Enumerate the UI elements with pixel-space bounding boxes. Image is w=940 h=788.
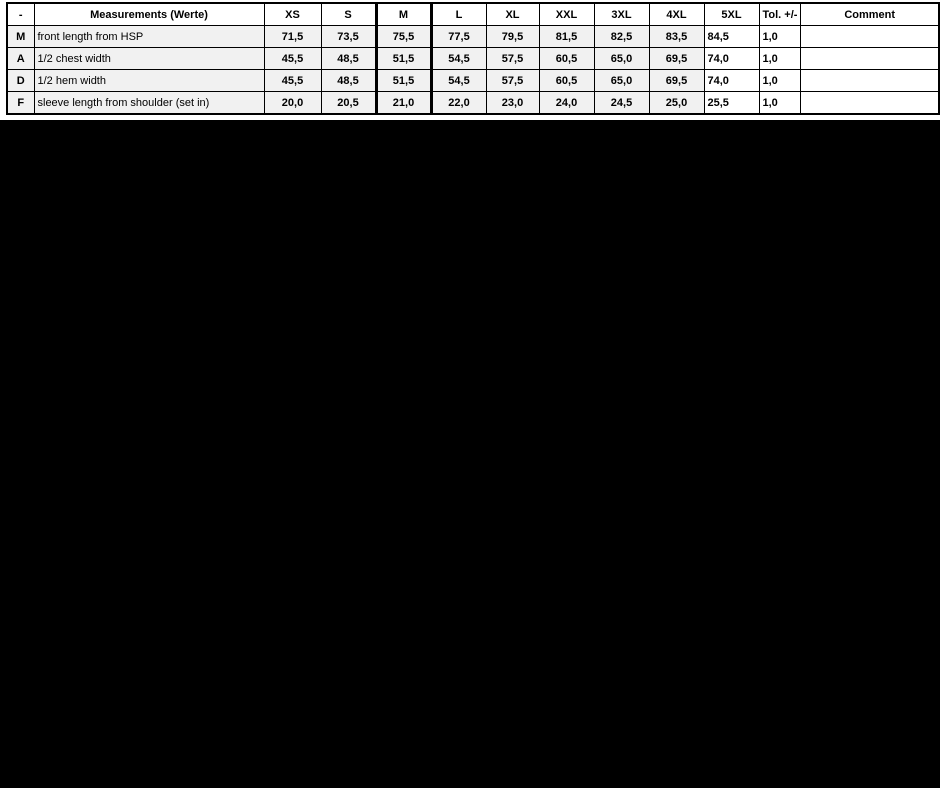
size-value-cell: 74,0 (703, 69, 760, 92)
size-value-cell: 69,5 (648, 47, 705, 70)
comment-cell (800, 91, 940, 115)
size-value-cell: 45,5 (263, 69, 322, 92)
column-header-tol: Tol. +/- (758, 2, 802, 26)
size-value-cell: 65,0 (593, 69, 650, 92)
size-value-cell: 45,5 (263, 47, 322, 70)
tolerance-cell: 1,0 (758, 69, 802, 92)
size-value-cell: 81,5 (538, 25, 595, 48)
size-value-cell: 51,5 (374, 69, 432, 92)
column-header-xs: XS (263, 2, 322, 26)
column-header-measurementswerte: Measurements (Werte) (33, 2, 265, 26)
size-value-cell: 24,5 (593, 91, 650, 115)
size-value-cell: 48,5 (320, 69, 377, 92)
size-value-cell: 22,0 (429, 91, 487, 115)
column-header-m: M (374, 2, 432, 26)
document-white-band: - Measurements (Werte) XS S M L XL XXL 3XL 4XL 5XL… (0, 0, 940, 120)
column-header-comment: Comment (800, 2, 940, 26)
size-value-cell: 21,0 (374, 91, 432, 115)
size-value-cell: 84,5 (703, 25, 760, 48)
column-header-3xl: 3XL (593, 2, 650, 26)
size-value-cell: 54,5 (429, 47, 487, 70)
measurement-table: - Measurements (Werte) XS S M L XL XXL 3XL 4XL 5XL… (6, 2, 940, 115)
table-row: A 1/2 chest width 45,5 48,5 51,5 54,5 57,5 60,5… (6, 47, 940, 70)
size-value-cell: 74,0 (703, 47, 760, 70)
column-header-xl: XL (485, 2, 540, 26)
size-value-cell: 60,5 (538, 69, 595, 92)
black-area (0, 120, 940, 788)
size-value-cell: 24,0 (538, 91, 595, 115)
size-value-cell: 48,5 (320, 47, 377, 70)
header-row: - Measurements (Werte) XS S M L XL XXL 3XL 4XL 5XL… (6, 2, 940, 26)
size-value-cell: 23,0 (485, 91, 540, 115)
measure-code-cell: A (6, 47, 35, 70)
tolerance-cell: 1,0 (758, 25, 802, 48)
size-value-cell: 60,5 (538, 47, 595, 70)
size-value-cell: 65,0 (593, 47, 650, 70)
size-value-cell: 54,5 (429, 69, 487, 92)
size-value-cell: 83,5 (648, 25, 705, 48)
size-value-cell: 57,5 (485, 47, 540, 70)
measure-code-cell: D (6, 69, 35, 92)
measure-name-cell: sleeve length from shoulder (set in) (33, 91, 265, 115)
table-row: D 1/2 hem width 45,5 48,5 51,5 54,5 57,5 60,5 65… (6, 69, 940, 92)
size-value-cell: 71,5 (263, 25, 322, 48)
size-value-cell: 77,5 (429, 25, 487, 48)
measure-name-cell: 1/2 hem width (33, 69, 265, 92)
size-value-cell: 69,5 (648, 69, 705, 92)
size-value-cell: 25,0 (648, 91, 705, 115)
size-value-cell: 51,5 (374, 47, 432, 70)
column-header-s: S (320, 2, 377, 26)
comment-cell (800, 25, 940, 48)
size-value-cell: 79,5 (485, 25, 540, 48)
comment-cell (800, 69, 940, 92)
size-value-cell: 73,5 (320, 25, 377, 48)
tolerance-cell: 1,0 (758, 91, 802, 115)
column-header-5xl: 5XL (703, 2, 760, 26)
measure-name-cell: front length from HSP (33, 25, 265, 48)
measure-name-cell: 1/2 chest width (33, 47, 265, 70)
size-value-cell: 20,0 (263, 91, 322, 115)
comment-cell (800, 47, 940, 70)
size-value-cell: 75,5 (374, 25, 432, 48)
tolerance-cell: 1,0 (758, 47, 802, 70)
size-value-cell: 57,5 (485, 69, 540, 92)
column-header-4xl: 4XL (648, 2, 705, 26)
measure-code-cell: F (6, 91, 35, 115)
column-header-l: L (429, 2, 487, 26)
size-value-cell: 20,5 (320, 91, 377, 115)
size-value-cell: 25,5 (703, 91, 760, 115)
column-header-xxl: XXL (538, 2, 595, 26)
size-value-cell: 82,5 (593, 25, 650, 48)
measure-code-cell: M (6, 25, 35, 48)
column-header-: - (6, 2, 35, 26)
